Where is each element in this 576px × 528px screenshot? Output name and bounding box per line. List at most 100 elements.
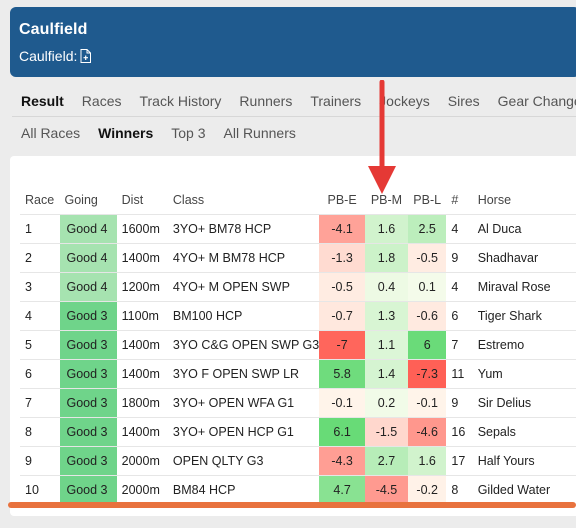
cell-pb-m: 1.1 xyxy=(364,329,408,359)
table-row[interactable]: 6 Good 3 1400m 3YO F OPEN SWP LR 5.8 1.4 -7.3 1… xyxy=(20,358,576,388)
bottom-scroll-indicator[interactable] xyxy=(8,502,576,508)
cell-race: 3 xyxy=(20,271,60,301)
col-header-pb-m[interactable]: PB-M xyxy=(370,192,403,207)
cell-pb-l: 2.5 xyxy=(407,213,447,243)
red-arrow-annotation xyxy=(368,80,396,194)
table-row[interactable]: 9 Good 3 2000m OPEN QLTY G3 -4.3 2.7 1.6 17 Half… xyxy=(20,445,576,475)
cell-pb-l: 0.1 xyxy=(407,271,447,301)
subtab-all-runners[interactable]: All Runners xyxy=(223,125,296,141)
cell-race: 6 xyxy=(20,358,60,388)
col-header-pb-l[interactable]: PB-L xyxy=(413,192,442,207)
cell-race: 2 xyxy=(20,242,60,272)
cell-race: 8 xyxy=(20,416,60,446)
cell-going: Good 3 xyxy=(59,445,117,475)
cell-race: 1 xyxy=(20,213,60,243)
cell-race: 10 xyxy=(20,474,60,504)
cell-class: 4YO+ M OPEN SWP xyxy=(167,271,320,301)
winners-table: Race Going Dist Class PB-E PB-M PB-L # H… xyxy=(20,186,576,504)
tab-trainers[interactable]: Trainers xyxy=(310,92,362,109)
subtab-top-3[interactable]: Top 3 xyxy=(171,125,206,141)
tab-gear-changes[interactable]: Gear Changes xyxy=(497,92,576,109)
cell-horse: Yum xyxy=(472,358,576,388)
cell-pb-m: -1.5 xyxy=(364,416,408,446)
cell-pb-m: 1.4 xyxy=(364,358,408,388)
table-row[interactable]: 7 Good 3 1800m 3YO+ OPEN WFA G1 -0.1 0.2 -0.1 9… xyxy=(20,387,576,417)
cell-pb-e: 5.8 xyxy=(319,358,365,388)
col-header-horse[interactable]: Horse xyxy=(477,192,512,207)
cell-dist: 1600m xyxy=(116,213,168,243)
cell-dist: 1400m xyxy=(116,416,168,446)
cell-going: Good 3 xyxy=(59,387,117,417)
cell-dist: 2000m xyxy=(116,445,168,475)
cell-class: BM100 HCP xyxy=(167,300,320,330)
tab-races[interactable]: Races xyxy=(81,92,122,109)
cell-going: Good 3 xyxy=(59,300,117,330)
cell-number: 6 xyxy=(446,300,473,330)
cell-horse: Miraval Rose xyxy=(472,271,576,301)
table-row[interactable]: 4 Good 3 1100m BM100 HCP -0.7 1.3 -0.6 6 Tiger S… xyxy=(20,300,576,330)
meeting-subtitle-label: Caulfield: xyxy=(19,48,78,64)
cell-pb-m: 1.8 xyxy=(364,242,408,272)
cell-dist: 1400m xyxy=(116,329,168,359)
meeting-header: Caulfield Caulfield: xyxy=(10,7,576,77)
cell-dist: 1100m xyxy=(116,300,168,330)
col-header-number[interactable]: # xyxy=(451,192,459,207)
cell-number: 7 xyxy=(446,329,473,359)
cell-pb-e: -1.3 xyxy=(319,242,365,272)
cell-pb-l: -0.6 xyxy=(407,300,447,330)
tab-result[interactable]: Result xyxy=(21,92,64,109)
cell-pb-e: 6.1 xyxy=(319,416,365,446)
cell-horse: Half Yours xyxy=(472,445,576,475)
document-plus-icon[interactable] xyxy=(80,49,92,63)
cell-class: 3YO+ BM78 HCP xyxy=(167,213,320,243)
cell-pb-l: -4.6 xyxy=(407,416,447,446)
cell-horse: Gilded Water xyxy=(472,474,576,504)
cell-pb-l: 6 xyxy=(407,329,447,359)
cell-dist: 1400m xyxy=(116,358,168,388)
cell-number: 4 xyxy=(446,213,473,243)
cell-number: 16 xyxy=(446,416,473,446)
cell-going: Good 3 xyxy=(59,474,117,504)
cell-horse: Shadhavar xyxy=(472,242,576,272)
cell-number: 8 xyxy=(446,474,473,504)
col-header-race[interactable]: Race xyxy=(25,192,55,207)
cell-pb-e: -0.5 xyxy=(319,271,365,301)
subtab-all-races[interactable]: All Races xyxy=(21,125,81,141)
table-row[interactable]: 10 Good 3 2000m BM84 HCP 4.7 -4.5 -0.2 8 Gilded … xyxy=(20,474,576,504)
col-header-pb-e[interactable]: PB-E xyxy=(327,192,357,207)
cell-going: Good 4 xyxy=(59,213,117,243)
col-header-class[interactable]: Class xyxy=(172,192,205,207)
tab-track-history[interactable]: Track History xyxy=(139,92,222,109)
tab-jockeys[interactable]: Jockeys xyxy=(379,92,430,109)
results-panel: Race Going Dist Class PB-E PB-M PB-L # H… xyxy=(10,156,576,516)
subtab-winners[interactable]: Winners xyxy=(98,125,154,141)
cell-going: Good 4 xyxy=(59,271,117,301)
cell-horse: Estremo xyxy=(472,329,576,359)
cell-horse: Tiger Shark xyxy=(472,300,576,330)
cell-pb-m: 1.3 xyxy=(364,300,408,330)
cell-pb-e: 4.7 xyxy=(319,474,365,504)
sub-tabs: All Races Winners Top 3 All Runners xyxy=(12,117,576,149)
table-row[interactable]: 5 Good 3 1400m 3YO C&G OPEN SWP G3 -7 1.1 6 7 Es… xyxy=(20,329,576,359)
table-row[interactable]: 1 Good 4 1600m 3YO+ BM78 HCP -4.1 1.6 2.5 4 Al D… xyxy=(20,213,576,243)
table-row[interactable]: 3 Good 4 1200m 4YO+ M OPEN SWP -0.5 0.4 0.1 4 Mi… xyxy=(20,271,576,301)
cell-race: 4 xyxy=(20,300,60,330)
table-row[interactable]: 8 Good 3 1400m 3YO+ OPEN HCP G1 6.1 -1.5 -4.6 1… xyxy=(20,416,576,446)
cell-number: 4 xyxy=(446,271,473,301)
cell-pb-m: 2.7 xyxy=(364,445,408,475)
cell-number: 11 xyxy=(446,358,473,388)
cell-class: 3YO F OPEN SWP LR xyxy=(167,358,320,388)
cell-horse: Sepals xyxy=(472,416,576,446)
table-row[interactable]: 2 Good 4 1400m 4YO+ M BM78 HCP -1.3 1.8 -0.5 9 S… xyxy=(20,242,576,272)
cell-class: BM84 HCP xyxy=(167,474,320,504)
cell-pb-l: -0.1 xyxy=(407,387,447,417)
cell-dist: 2000m xyxy=(116,474,168,504)
tab-runners[interactable]: Runners xyxy=(239,92,293,109)
cell-number: 17 xyxy=(446,445,473,475)
col-header-dist[interactable]: Dist xyxy=(121,192,144,207)
cell-number: 9 xyxy=(446,242,473,272)
col-header-going[interactable]: Going xyxy=(64,192,98,207)
cell-pb-l: -0.2 xyxy=(407,474,447,504)
tab-sires[interactable]: Sires xyxy=(447,92,480,109)
cell-pb-l: 1.6 xyxy=(407,445,447,475)
